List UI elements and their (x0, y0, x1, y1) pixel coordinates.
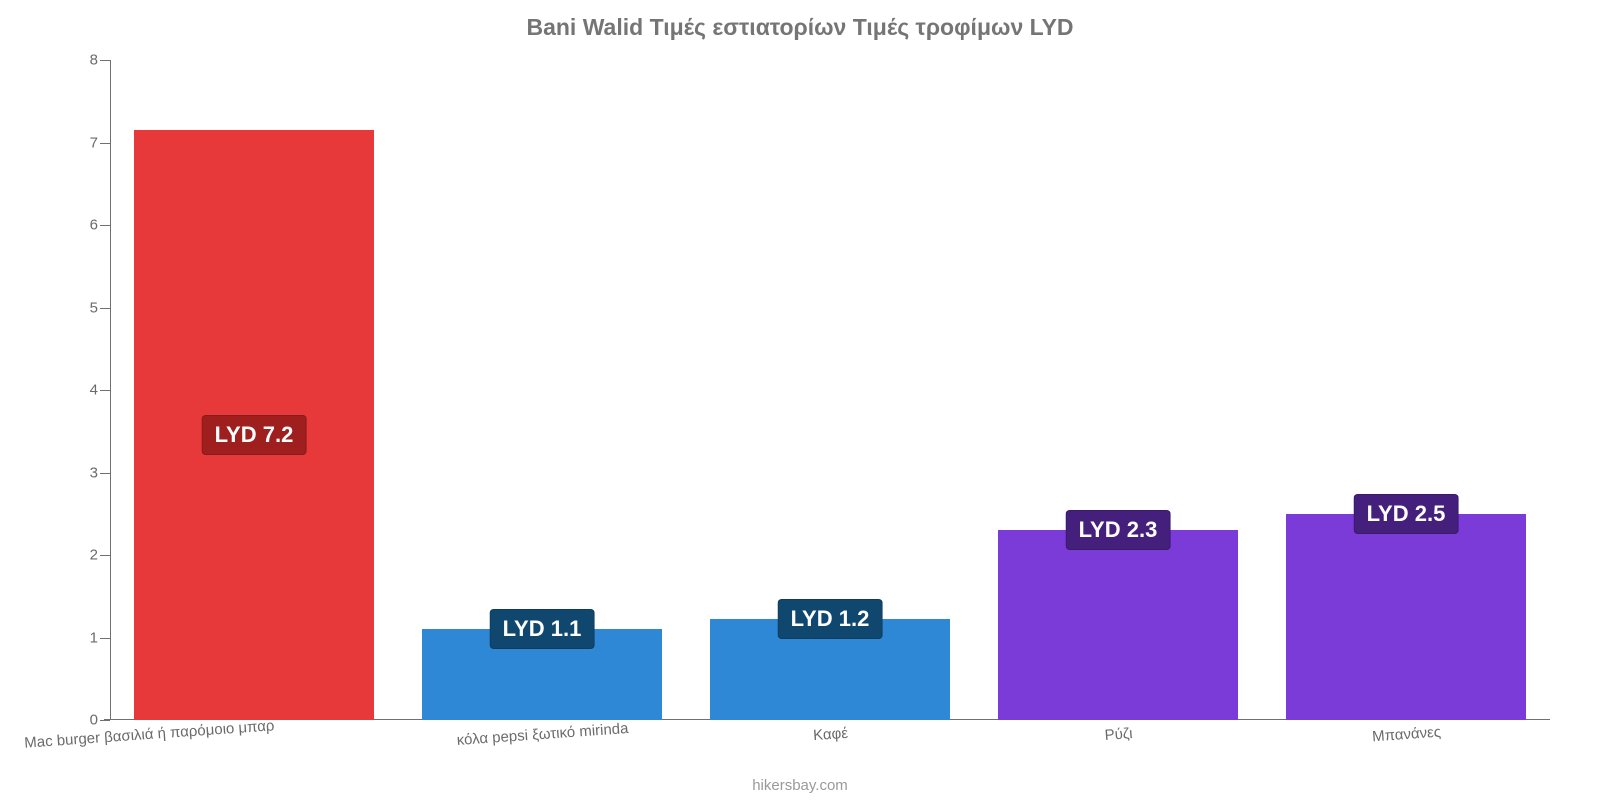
y-tick-label: 8 (64, 52, 98, 69)
bars-container: LYD 7.2 LYD 1.1 LYD 1.2 LYD 2.3 LYD 2.5 (110, 60, 1550, 720)
y-tick-label: 2 (64, 547, 98, 564)
bar-value-label: LYD 1.2 (778, 599, 883, 639)
y-tick (100, 473, 110, 474)
y-tick-label: 4 (64, 382, 98, 399)
y-tick-label: 5 (64, 299, 98, 316)
y-tick (100, 720, 110, 721)
plot-area: 012345678 LYD 7.2LYD 1.1LYD 1.2LYD 2.3LY… (110, 60, 1550, 720)
x-tick-label: Μπανάνες (1372, 724, 1442, 746)
bar: LYD 2.5 (1286, 514, 1525, 720)
y-tick (100, 143, 110, 144)
y-tick-label: 3 (64, 464, 98, 481)
chart-title: Bani Walid Τιμές εστιατορίων Τιμές τροφί… (0, 14, 1600, 41)
x-tick-label: κόλα pepsi ξωτικό mirinda (456, 720, 629, 749)
y-tick (100, 225, 110, 226)
y-tick-label: 6 (64, 217, 98, 234)
bar-value-label: LYD 2.5 (1354, 494, 1459, 534)
y-tick (100, 638, 110, 639)
y-tick (100, 390, 110, 391)
x-tick-label: Ρύζι (1104, 725, 1133, 744)
bar-value-label: LYD 7.2 (202, 415, 307, 455)
y-tick-label: 7 (64, 134, 98, 151)
y-tick-label: 1 (64, 629, 98, 646)
y-tick (100, 60, 110, 61)
x-tick-label: Mac burger βασιλιά ή παρόμοιο μπαρ (24, 717, 275, 751)
y-tick-label: 0 (64, 712, 98, 729)
price-bar-chart: Bani Walid Τιμές εστιατορίων Τιμές τροφί… (0, 0, 1600, 800)
bar: LYD 7.2 (134, 130, 373, 720)
bar: LYD 2.3 (998, 530, 1237, 720)
bar-value-label: LYD 2.3 (1066, 510, 1171, 550)
x-tick-label: Καφέ (813, 725, 849, 744)
x-axis-labels: Mac burger βασιλιά ή παρόμοιο μπαρκόλα p… (110, 724, 1550, 784)
bar-value-label: LYD 1.1 (490, 609, 595, 649)
bar: LYD 1.1 (422, 629, 661, 720)
y-tick (100, 308, 110, 309)
bar: LYD 1.2 (710, 619, 949, 720)
attribution-text: hikersbay.com (0, 777, 1600, 794)
y-tick (100, 555, 110, 556)
